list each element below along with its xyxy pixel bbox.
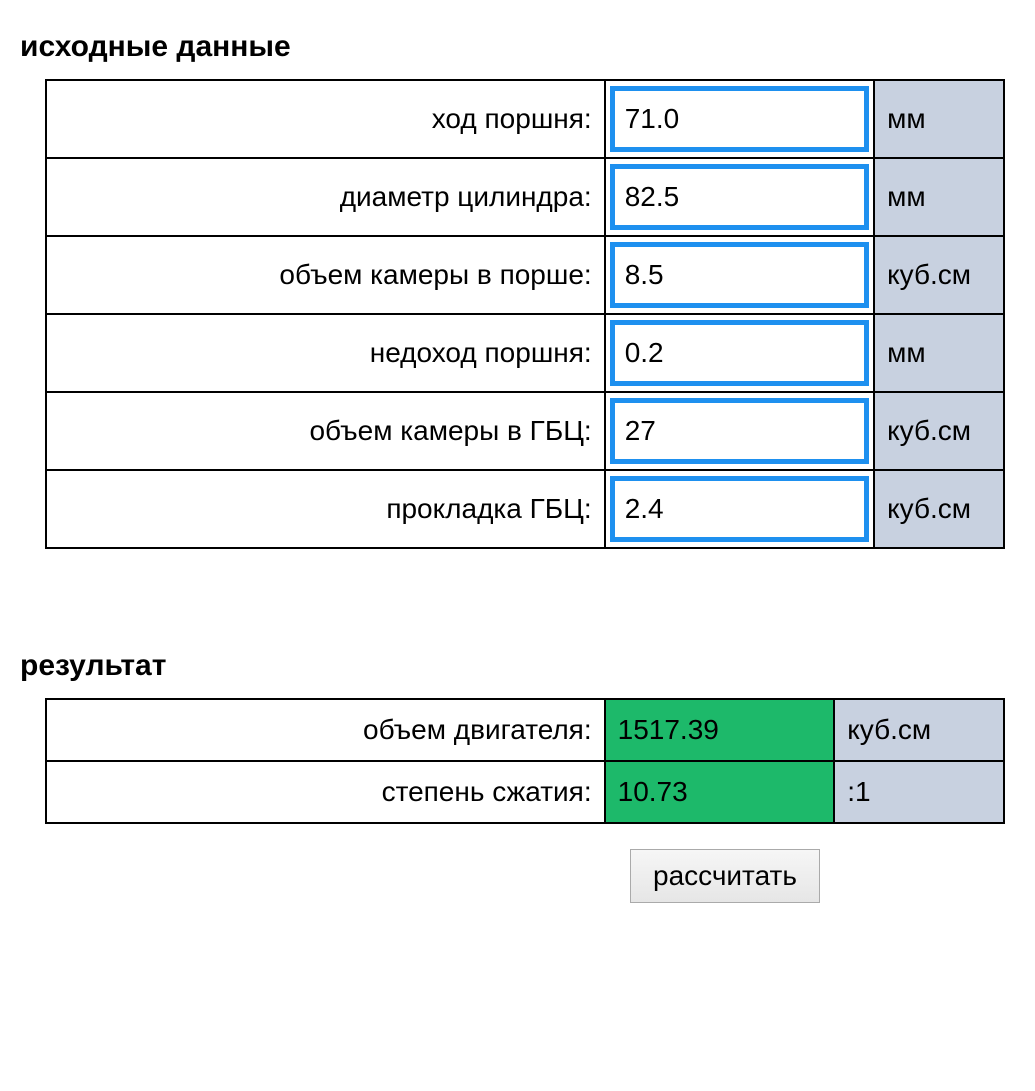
- unit-label: :1: [834, 761, 1004, 823]
- table-row: объем камеры в ГБЦ: 27 куб.см: [46, 392, 1004, 470]
- input-cell: 82.5: [605, 158, 874, 236]
- input-label-diameter: диаметр цилиндра:: [46, 158, 605, 236]
- input-label-undershoot: недоход поршня:: [46, 314, 605, 392]
- table-row: прокладка ГБЦ: 2.4 куб.см: [46, 470, 1004, 548]
- compression-ratio-value: 10.73: [605, 761, 835, 823]
- result-section-title: результат: [20, 649, 1015, 683]
- table-row: объем камеры в порше: 8.5 куб.см: [46, 236, 1004, 314]
- input-cell: 27: [605, 392, 874, 470]
- unit-label: куб.см: [874, 470, 1004, 548]
- cylinder-diameter-input[interactable]: 82.5: [610, 164, 869, 230]
- piston-chamber-volume-input[interactable]: 8.5: [610, 242, 869, 308]
- table-row: степень сжатия: 10.73 :1: [46, 761, 1004, 823]
- input-label-head-chamber: объем камеры в ГБЦ:: [46, 392, 605, 470]
- input-cell: 8.5: [605, 236, 874, 314]
- input-label-piston-chamber: объем камеры в порше:: [46, 236, 605, 314]
- unit-label: куб.см: [834, 699, 1004, 761]
- table-row: ход поршня: 71.0 мм: [46, 80, 1004, 158]
- table-row: диаметр цилиндра: 82.5 мм: [46, 158, 1004, 236]
- input-cell: 0.2: [605, 314, 874, 392]
- piston-undershoot-input[interactable]: 0.2: [610, 320, 869, 386]
- calculate-button[interactable]: рассчитать: [630, 849, 820, 903]
- unit-label: куб.см: [874, 392, 1004, 470]
- piston-stroke-input[interactable]: 71.0: [610, 86, 869, 152]
- table-row: объем двигателя: 1517.39 куб.см: [46, 699, 1004, 761]
- input-label-stroke: ход поршня:: [46, 80, 605, 158]
- input-section-title: исходные данные: [20, 30, 1015, 64]
- engine-volume-value: 1517.39: [605, 699, 835, 761]
- unit-label: мм: [874, 80, 1004, 158]
- input-label-gasket: прокладка ГБЦ:: [46, 470, 605, 548]
- input-cell: 71.0: [605, 80, 874, 158]
- input-cell: 2.4: [605, 470, 874, 548]
- table-row: недоход поршня: 0.2 мм: [46, 314, 1004, 392]
- result-table: объем двигателя: 1517.39 куб.см степень …: [45, 698, 1005, 824]
- unit-label: мм: [874, 314, 1004, 392]
- result-label-engine-volume: объем двигателя:: [46, 699, 605, 761]
- input-table: ход поршня: 71.0 мм диаметр цилиндра: 82…: [45, 79, 1005, 549]
- head-gasket-input[interactable]: 2.4: [610, 476, 869, 542]
- head-chamber-volume-input[interactable]: 27: [610, 398, 869, 464]
- unit-label: куб.см: [874, 236, 1004, 314]
- result-label-compression: степень сжатия:: [46, 761, 605, 823]
- unit-label: мм: [874, 158, 1004, 236]
